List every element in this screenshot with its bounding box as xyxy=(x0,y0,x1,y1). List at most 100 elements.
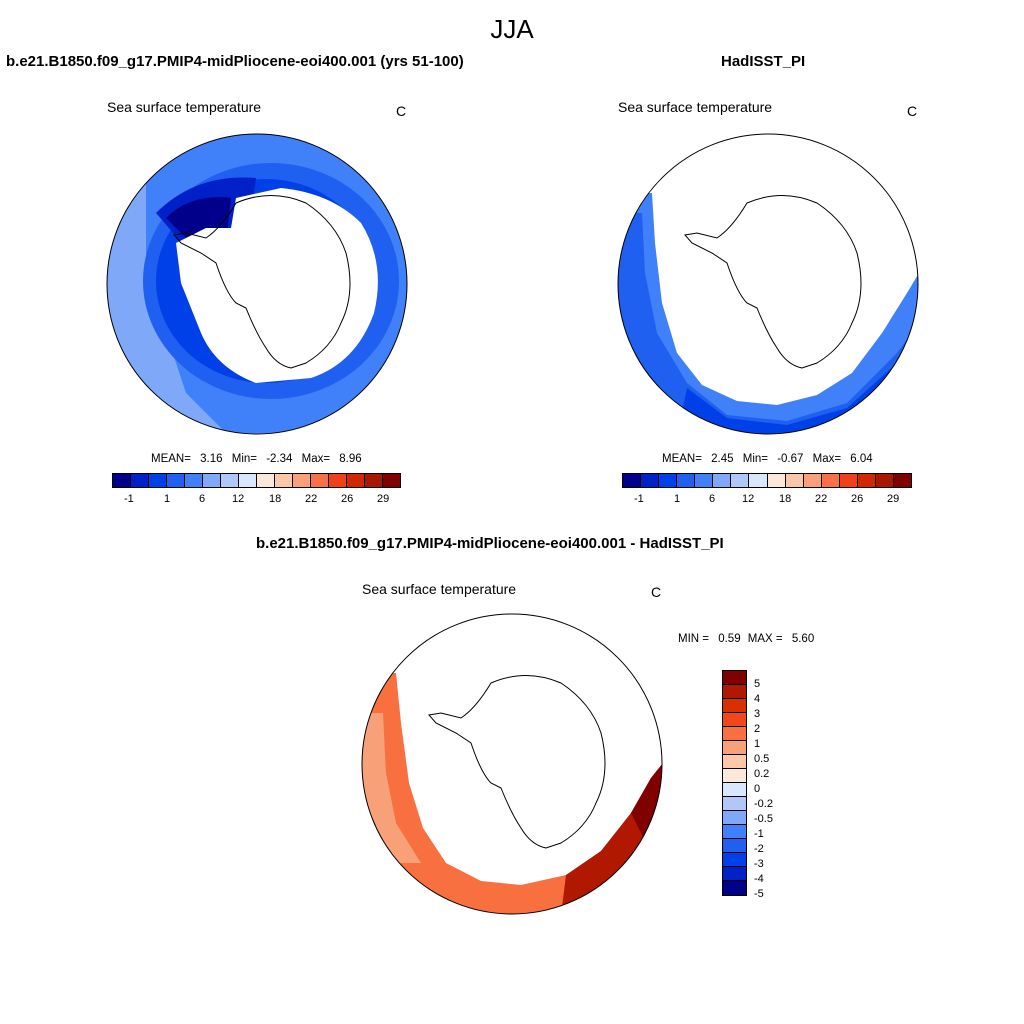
colorbar-swatch xyxy=(221,474,239,487)
panel3-tick-label: 1 xyxy=(754,738,761,750)
colorbar-swatch xyxy=(723,783,746,797)
panel1-colorbar-ticks: -1 1 6 12 18 22 26 29 xyxy=(112,493,401,507)
panel2-max-value: 6.04 xyxy=(850,453,873,465)
colorbar-swatch xyxy=(723,755,746,769)
panel1-tick-label: 29 xyxy=(377,493,390,505)
panel3-tick-label: 5 xyxy=(754,678,761,690)
colorbar-swatch xyxy=(767,474,786,487)
panel1-min-label: Min= xyxy=(231,453,257,465)
panel3-tick-label: 4 xyxy=(754,693,761,705)
panel3-stats: MIN = 0.59 MAX = 5.60 xyxy=(678,633,814,645)
colorbar-swatch xyxy=(749,474,768,487)
colorbar-swatch xyxy=(203,474,221,487)
panel3-tick-label: -5 xyxy=(754,888,764,900)
panel1-stats: MEAN= 3.16 Min= -2.34 Max= 8.96 xyxy=(151,453,362,465)
colorbar-swatch xyxy=(723,685,746,699)
panel2-tick-label: 22 xyxy=(815,493,828,505)
colorbar-swatch xyxy=(723,825,746,839)
panel3-polar-map xyxy=(361,613,663,915)
panel2-tick-label: 18 xyxy=(779,493,792,505)
panel3-tick-label: 0.5 xyxy=(754,753,770,765)
colorbar-swatch xyxy=(785,474,804,487)
panel2-tick-label: 1 xyxy=(674,493,681,505)
colorbar-swatch xyxy=(723,699,746,713)
colorbar-swatch xyxy=(329,474,347,487)
panel2-mean-label: MEAN= xyxy=(662,453,702,465)
panel1-min-value: -2.34 xyxy=(266,453,293,465)
panel1-tick-label: 1 xyxy=(164,493,171,505)
colorbar-swatch xyxy=(113,474,131,487)
colorbar-swatch xyxy=(731,474,750,487)
panel2-min-label: Min= xyxy=(742,453,768,465)
panel3-colorbar-ticks: 5 4 3 2 1 0.5 0.2 0 -0.2 -0.5 -1 -2 -3 -… xyxy=(754,670,804,910)
colorbar-swatch xyxy=(803,474,822,487)
colorbar-swatch xyxy=(347,474,365,487)
panel1-tick-label: -1 xyxy=(124,493,134,505)
colorbar-swatch xyxy=(677,474,696,487)
panel1-max-label: Max= xyxy=(301,453,331,465)
colorbar-swatch xyxy=(857,474,876,487)
figure-title: JJA xyxy=(490,14,534,44)
panel1-tick-label: 22 xyxy=(305,493,318,505)
panel3-tick-label: -4 xyxy=(754,873,764,885)
colorbar-swatch xyxy=(723,811,746,825)
panel2-mean-value: 2.45 xyxy=(711,453,734,465)
panel1-mean-label: MEAN= xyxy=(151,453,191,465)
panel2-case-name: HadISST_PI xyxy=(721,53,806,70)
panel3-colorbar xyxy=(722,670,747,896)
colorbar-swatch xyxy=(695,474,714,487)
colorbar-swatch xyxy=(185,474,203,487)
colorbar-swatch xyxy=(723,797,746,811)
panel1-tick-label: 12 xyxy=(232,493,245,505)
panel2-stats: MEAN= 2.45 Min= -0.67 Max= 6.04 xyxy=(662,453,873,465)
panel2-tick-label: 6 xyxy=(709,493,716,505)
panel3-min-value: 0.59 xyxy=(718,633,741,645)
colorbar-swatch xyxy=(257,474,275,487)
colorbar-swatch xyxy=(383,474,400,487)
panel1-antarctica-outline xyxy=(173,195,351,369)
panel3-tick-label: 2 xyxy=(754,723,761,735)
colorbar-swatch xyxy=(275,474,293,487)
colorbar-swatch xyxy=(723,769,746,783)
colorbar-swatch xyxy=(659,474,678,487)
colorbar-swatch xyxy=(723,727,746,741)
colorbar-swatch xyxy=(293,474,311,487)
panel2-max-label: Max= xyxy=(812,453,842,465)
panel1-case-name: b.e21.B1850.f09_g17.PMIP4-midPliocene-eo… xyxy=(6,53,464,70)
panel1-variable-label: Sea surface temperature xyxy=(107,99,262,115)
panel2-min-value: -0.67 xyxy=(777,453,804,465)
colorbar-swatch xyxy=(723,867,746,881)
panel3-units-label: C xyxy=(651,584,662,600)
panel3-tick-label: 0 xyxy=(754,783,761,795)
colorbar-swatch xyxy=(713,474,732,487)
panel1-max-value: 8.96 xyxy=(339,453,362,465)
colorbar-swatch xyxy=(723,881,746,895)
panel3-max-value: 5.60 xyxy=(791,633,815,645)
panel3-variable-label: Sea surface temperature xyxy=(362,581,517,597)
colorbar-swatch xyxy=(723,853,746,867)
panel3-tick-label: -3 xyxy=(754,858,764,870)
panel2-tick-label: 12 xyxy=(742,493,755,505)
panel2-antarctica-outline xyxy=(684,195,862,369)
colorbar-swatch xyxy=(821,474,840,487)
panel1-mean-value: 3.16 xyxy=(200,453,223,465)
panel1-tick-label: 26 xyxy=(341,493,354,505)
panel1-tick-label: 18 xyxy=(269,493,282,505)
panel3-tick-label: 0.2 xyxy=(754,768,770,780)
colorbar-swatch xyxy=(131,474,149,487)
panel2-tick-label: 29 xyxy=(887,493,900,505)
panel1-polar-map xyxy=(106,133,408,435)
colorbar-swatch xyxy=(723,671,746,685)
panel3-tick-label: -0.2 xyxy=(754,798,773,810)
panel2-colorbar xyxy=(622,473,912,488)
panel2-colorbar-ticks: -1 1 6 12 18 22 26 29 xyxy=(622,493,912,507)
panel2-tick-label: -1 xyxy=(634,493,644,505)
panel3-antarctica-outline xyxy=(428,675,606,849)
colorbar-swatch xyxy=(893,474,911,487)
colorbar-swatch xyxy=(365,474,383,487)
colorbar-swatch xyxy=(239,474,257,487)
colorbar-swatch xyxy=(149,474,167,487)
panel1-colorbar xyxy=(112,473,401,488)
panel3-tick-label: -2 xyxy=(754,843,764,855)
panel2-units-label: C xyxy=(907,103,918,119)
